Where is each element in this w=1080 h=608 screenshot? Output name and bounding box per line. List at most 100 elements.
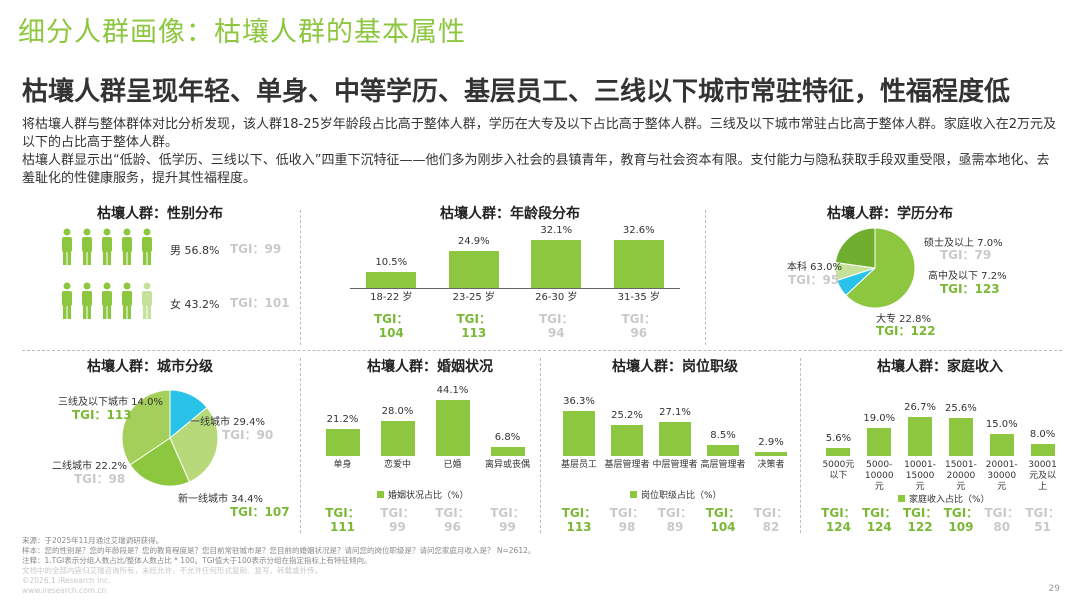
income-bar (826, 447, 851, 456)
position-bar (755, 452, 787, 456)
position-bar (659, 422, 691, 456)
city-tgi-tier3: TGI：113 (72, 408, 132, 422)
city-pie-slice (122, 390, 171, 466)
income-value-label: 25.6% (945, 403, 977, 415)
education-title: 枯壤人群：学历分布 (827, 206, 953, 222)
page-subtitle: 枯壤人群呈现年轻、单身、中等学历、基层员工、三线以下城市常驻特征，性福程度低 (22, 77, 1011, 107)
description-paragraph-1: 将枯壤人群与整体群体对比分析发现，该人群18-25岁年龄段占比高于整体人群，学历… (22, 117, 1057, 150)
age-tgi: TGI： 94 (538, 312, 574, 340)
divider-v4 (540, 358, 541, 533)
income-title: 枯壤人群：家庭收入 (877, 359, 1003, 375)
edu-label-highschool: 高中及以下 7.2% (928, 271, 1007, 282)
position-category-label: 基层管理者 (604, 460, 650, 470)
income-bar (867, 428, 892, 456)
age-value-label: 24.9% (457, 236, 490, 247)
marriage-tgi: TGI： 99 (380, 506, 415, 534)
income-category-label: 30001 元及以上 (1028, 460, 1057, 492)
income-bar (908, 416, 933, 456)
footer-website: www.iresearch.com.cn (22, 586, 107, 595)
edu-tgi-highschool: TGI：123 (940, 282, 1000, 296)
marriage-tgi: TGI： 111 (325, 506, 360, 534)
female-person-icon (62, 282, 72, 319)
age-bar (448, 251, 499, 288)
city-tgi-tier2: TGI：98 (74, 472, 126, 486)
city-label-tier2: 二线城市 22.2% (52, 461, 127, 472)
position-tgi: TGI： 89 (657, 506, 693, 534)
age-title: 枯壤人群：年龄段分布 (440, 206, 580, 222)
income-value-label: 5.6% (825, 432, 852, 444)
age-bar (531, 240, 582, 288)
age-axis (350, 288, 680, 289)
marriage-category-label: 已婚 (443, 460, 462, 470)
edu-label-college: 大专 22.8% (876, 314, 931, 325)
income-tgi: TGI： 124 (861, 506, 897, 534)
position-legend-label: 岗位职级占比（%） (641, 491, 722, 501)
marriage-value-label: 21.2% (326, 414, 359, 426)
position-category-label: 决策者 (757, 460, 785, 470)
income-legend-label: 家庭收入占比（%） (909, 495, 990, 505)
age-category-label: 23-25 岁 (452, 292, 495, 303)
age-value-label: 32.6% (622, 224, 655, 236)
male-person-icon (82, 228, 92, 265)
male-person-icon (142, 228, 152, 265)
marriage-bar (435, 400, 470, 456)
position-title: 枯壤人群：岗位职级 (612, 359, 738, 375)
edu-tgi-master: TGI：79 (940, 248, 992, 262)
female-icon-row (60, 282, 160, 322)
marriage-category-label: 恋爱中 (383, 460, 411, 470)
page-title: 细分人群画像：枯壤人群的基本属性 (18, 17, 466, 48)
age-chart: 10.5% 18-22 岁 TGI： 104 24.9% 23-25 岁 TGI： 113 32… (350, 224, 680, 346)
marriage-legend-swatch (377, 491, 384, 498)
marriage-tgi: TGI： 96 (435, 506, 470, 534)
income-value-label: 8.0% (1029, 429, 1056, 441)
footer-source: 来源：于2025年11月通过艾瑞调研获得。 (22, 536, 164, 545)
marriage-bar (325, 429, 360, 456)
age-category-label: 26-30 岁 (535, 292, 578, 303)
marriage-tgi: TGI： 99 (490, 506, 525, 534)
marriage-category-label: 单身 (333, 460, 352, 470)
city-pie-slice (169, 406, 218, 483)
age-tgi: TGI： 104 (373, 312, 409, 340)
marriage-bar (380, 420, 415, 456)
marriage-bar (490, 447, 525, 456)
male-tgi: TGI：99 (230, 242, 282, 256)
age-bar (366, 272, 417, 288)
education-pie-slice (845, 228, 915, 308)
income-bar (989, 434, 1014, 456)
position-category-label: 高层管理者 (700, 460, 746, 470)
position-tgi: TGI： 98 (609, 506, 645, 534)
female-label: 女 43.2% (170, 298, 220, 311)
marriage-value-label: 6.8% (494, 432, 521, 444)
position-category-label: 中层管理者 (652, 460, 698, 470)
position-tgi: TGI： 82 (753, 506, 789, 534)
position-value-label: 25.2% (611, 409, 643, 421)
position-value-label: 8.5% (710, 430, 736, 442)
education-pie-slice (835, 228, 876, 269)
divider-v5 (800, 358, 801, 533)
male-label: 男 56.8% (170, 244, 220, 257)
position-legend-swatch (630, 491, 637, 498)
income-category-label: 20001- 30000 元 (985, 460, 1018, 492)
position-bar (707, 445, 739, 456)
gender-title: 枯壤人群：性别分布 (97, 206, 223, 222)
page-number: 29 (1048, 584, 1060, 594)
marriage-title: 枯壤人群：婚姻状况 (367, 359, 493, 375)
female-person-icon (142, 282, 152, 319)
position-tgi: TGI： 113 (561, 506, 597, 534)
income-category-label: 5000- 10000 元 (864, 460, 894, 492)
city-title: 枯壤人群：城市分级 (87, 359, 213, 375)
position-value-label: 27.1% (659, 407, 691, 419)
age-tgi: TGI： 96 (621, 312, 656, 340)
edu-tgi-bachelor: TGI：95 (788, 273, 840, 287)
city-label-newtier1: 新一线城市 34.4% (178, 494, 263, 505)
marriage-chart: 21.2% 单身 TGI： 111 28.0% 恋爱中 TGI： 99 44.1% 已婚 TGI： 9… (315, 378, 535, 534)
male-person-icon (62, 228, 72, 265)
income-legend-swatch (898, 495, 905, 502)
divider-v1 (300, 210, 301, 345)
marriage-value-label: 44.1% (436, 385, 469, 397)
city-label-tier3: 三线及以下城市 14.0% (58, 397, 163, 408)
description: 将枯壤人群与整体群体对比分析发现，该人群18-25岁年龄段占比高于整体人群，学历… (22, 116, 1062, 188)
footer-notes: 来源：于2025年11月通过艾瑞调研获得。 样本：您的性别是？您的年龄段是？您的… (22, 536, 722, 596)
position-tgi: TGI： 104 (705, 506, 741, 534)
male-icon-row (60, 228, 160, 268)
